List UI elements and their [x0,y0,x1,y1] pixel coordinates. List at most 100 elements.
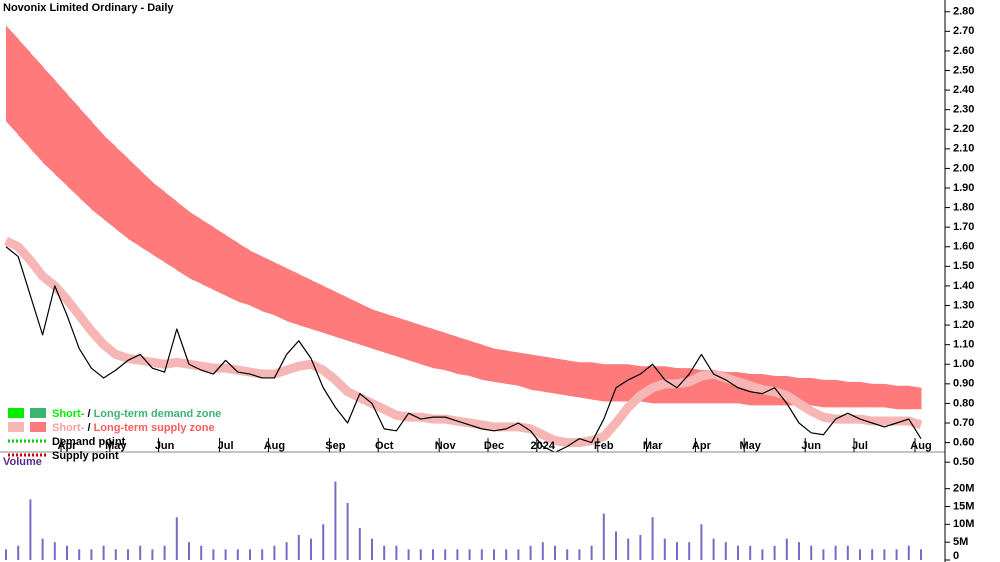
long-term-band [335,291,349,341]
y-tick-label: 0.90 [953,378,974,390]
long-term-band [152,182,166,263]
long-term-band [799,377,812,406]
volume-bar [395,545,398,560]
volume-bar [505,549,508,560]
y-tick-label: 1.50 [953,260,974,272]
x-tick-label: Dec [484,440,504,452]
long-term-band [115,146,129,239]
volume-bar [566,549,569,560]
long-term-band [79,107,92,210]
long-term-band [213,227,227,296]
volume-bar [188,542,190,560]
long-term-band [250,250,263,312]
volume-bar [139,545,142,560]
y-tick-label: 2.30 [953,104,974,116]
long-term-band [896,385,910,410]
y2-tick-label: 5M [953,536,968,548]
y-tick-label: 1.40 [953,280,974,292]
long-term-band [494,348,507,384]
volume-bar [200,545,203,560]
volume-bar [236,549,239,560]
legend-label: Supply point [52,450,119,462]
volume-bar [102,545,105,560]
long-term-band [481,344,495,382]
y2-tick-label: 0 [953,550,959,562]
volume-bar [127,549,129,560]
volume-bar [712,538,715,560]
long-term-band [42,66,56,175]
volume-bar [29,499,32,560]
volume-bar [554,545,556,560]
volume-bar [676,542,678,560]
volume-bar [895,549,898,560]
long-term-band [835,379,849,408]
volume-bar [419,549,422,560]
volume-bar [163,545,166,560]
long-term-band [823,379,837,408]
volume-bar [224,549,227,560]
long-term-band [420,325,434,369]
volume-bar [297,535,300,560]
long-term-band [323,285,336,337]
volume-bar [651,517,654,560]
volume-bar [432,549,434,560]
long-term-band [67,94,80,198]
volume-bar [346,502,349,560]
long-term-band [103,135,117,230]
legend-text: Short- [52,422,85,434]
x-tick-label: Mar [643,440,663,452]
volume-bar [688,542,691,560]
volume-bar [590,545,593,560]
long-term-band [847,381,861,408]
volume-bar [493,549,495,560]
volume-bar [920,549,922,560]
x-tick-label: Apr [58,440,78,452]
y-tick-label: 2.60 [953,45,974,57]
volume-bar [371,538,373,560]
volume-bar [5,549,7,560]
volume-bar [602,513,605,560]
long-term-band [445,332,458,375]
volume-bar [90,549,93,560]
long-term-band [908,385,922,410]
volume-bar [517,549,520,560]
long-term-band [616,364,629,402]
long-term-band [884,383,898,410]
long-term-band [6,25,19,136]
y-tick-label: 0.80 [953,397,974,409]
x-tick-label: Jul [218,440,234,452]
long-term-band [91,121,105,220]
volume-bar [737,545,739,560]
volume-bar [41,538,44,560]
y-tick-label: 2.10 [953,143,974,155]
y-tick-label: 1.00 [953,358,974,370]
y2-tick-label: 15M [953,500,974,512]
y-tick-label: 1.10 [953,339,974,351]
long-term-band [408,321,422,365]
y-tick-label: 1.70 [953,221,974,233]
volume-bar [249,549,251,560]
volume-bar [578,549,581,560]
y-tick-label: 1.90 [953,182,974,194]
volume-bar [53,542,56,560]
volume-bar [358,527,361,560]
volume-bar [822,549,825,560]
x-tick-label: Jun [801,440,821,452]
long-term-band [274,262,288,322]
volume-bar [310,538,312,560]
long-term-band [128,158,141,247]
volume-title: Volume [3,456,42,468]
x-tick-label: Jun [155,440,175,452]
long-term-band [542,356,556,394]
volume-bar [761,549,764,560]
y-tick-label: 1.60 [953,241,974,253]
long-term-band [347,297,361,345]
long-term-band [298,274,312,329]
y-tick-label: 2.20 [953,123,974,135]
volume-bar [700,524,703,560]
y-tick-label: 1.30 [953,299,974,311]
y-tick-label: 1.80 [953,201,974,213]
volume-bar [322,524,325,560]
long-term-band [567,360,580,398]
